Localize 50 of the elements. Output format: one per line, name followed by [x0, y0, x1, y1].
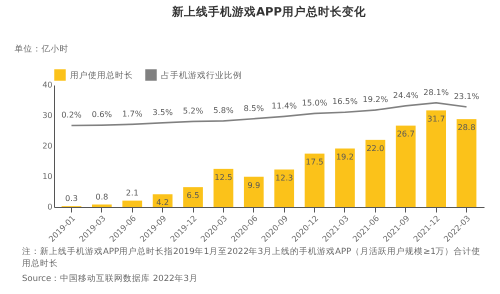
data-label: 4.2: [156, 198, 170, 208]
legend-label: 占手机游戏行业比例: [161, 70, 242, 81]
data-label: 5.8%: [213, 106, 234, 115]
bar: [365, 140, 386, 207]
y-tick-label: 0: [47, 202, 52, 212]
data-label: 19.2%: [362, 95, 388, 104]
chart-title: 新上线手机游戏APP用户总时长变化: [171, 4, 367, 18]
data-label: 8.5%: [244, 104, 264, 113]
data-label: 0.3: [65, 194, 78, 204]
data-label: 17.5: [306, 158, 324, 167]
legend-label: 用户使用总时长: [70, 70, 133, 81]
bar: [335, 148, 355, 207]
data-label: 1.7%: [122, 109, 143, 118]
text: 注：新上线手机游戏APP用户总时长指2019年1月至2022年3月上线的手机游戏APP（月活跃用户规模≥1万）合计使用总时长: [22, 246, 482, 270]
data-label: 9.9: [247, 180, 260, 190]
bar: [426, 110, 446, 207]
bar: [214, 168, 234, 207]
data-label: 0.6%: [92, 110, 112, 120]
bar: [304, 154, 324, 207]
bar: [396, 126, 416, 207]
data-label: 23.1%: [454, 92, 480, 101]
data-label: 3.5%: [152, 108, 174, 117]
bar: [183, 187, 203, 207]
y-tick-label: 10: [42, 172, 52, 181]
y-tick-label: 40: [42, 80, 52, 90]
data-label: 5.2%: [182, 106, 204, 116]
data-label: 24.4%: [393, 90, 419, 100]
data-label: 19.2: [336, 152, 354, 162]
bar: [274, 169, 294, 207]
data-label: 15.0%: [302, 98, 328, 108]
bar: [244, 176, 264, 207]
bar: [122, 200, 142, 207]
data-label: 11.4%: [271, 101, 298, 110]
data-label: 0.2%: [61, 110, 82, 120]
data-label: 28.8: [458, 123, 476, 132]
data-label: 12.5: [214, 172, 232, 182]
data-label: 12.3: [275, 173, 294, 182]
y-tick-label: 20: [42, 142, 52, 150]
bar: [456, 119, 476, 207]
data-label: 31.7: [427, 114, 446, 124]
y-axis-title: 单位：亿小时: [14, 44, 68, 54]
source-note: Source：中国移动互联网数据库 2022年3月: [22, 273, 199, 285]
data-label: 26.7: [396, 130, 415, 139]
data-label: 6.5: [186, 191, 200, 200]
data-label: 16.5%: [332, 97, 358, 106]
y-tick-label: 30: [42, 111, 52, 120]
data-label: 22.0: [366, 144, 384, 153]
data-label: 0.8: [95, 192, 108, 202]
data-label: 2.1: [126, 188, 139, 198]
data-label: 28.1%: [423, 88, 450, 97]
